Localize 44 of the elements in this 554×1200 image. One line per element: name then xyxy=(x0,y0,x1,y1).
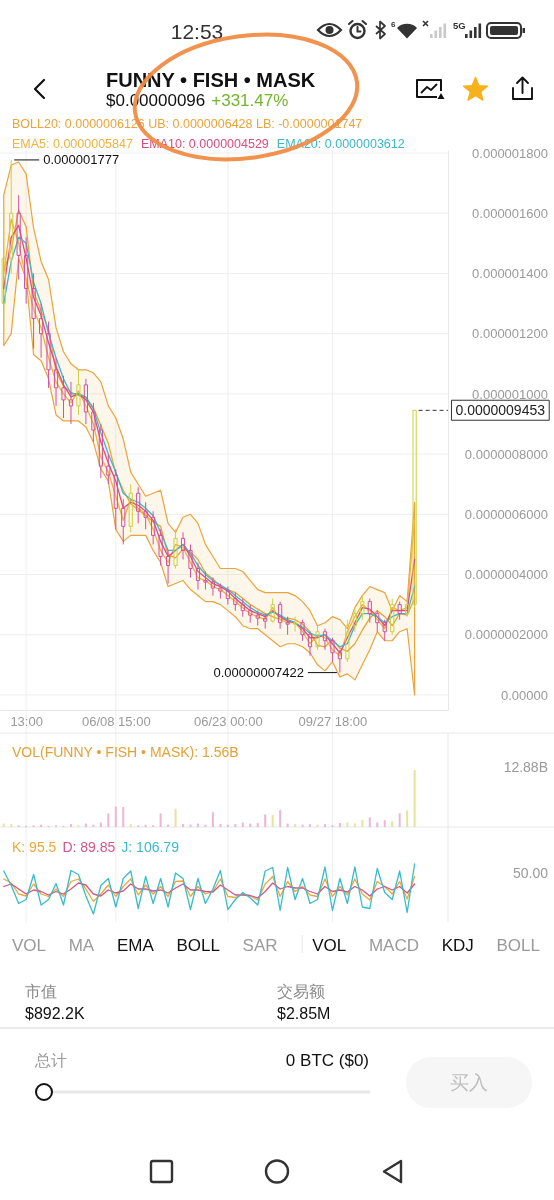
text: KDJ xyxy=(441,936,474,955)
text: EMA5: 0.0000005847 xyxy=(12,137,133,152)
text: MA xyxy=(68,936,95,955)
annotation: 0.000001777 xyxy=(43,152,120,168)
text: $2.85M xyxy=(277,1005,331,1022)
text: 0.0000009453 xyxy=(455,402,546,419)
annotation: 0.00000007422 xyxy=(213,665,304,681)
text: 0 BTC ($0) xyxy=(285,1051,369,1070)
series-label: K: 95.5 xyxy=(12,838,57,855)
text: BOLL xyxy=(496,936,540,955)
y-tick-label: 0.000001400 xyxy=(472,266,548,282)
text: $892.2K xyxy=(25,1005,85,1022)
text: 5G xyxy=(453,20,466,31)
text: 总计 xyxy=(34,1052,67,1069)
x-tick-label: 09/27 18:00 xyxy=(298,714,368,730)
y-tick-label: 0.0000008000 xyxy=(464,446,548,462)
text: VOL xyxy=(12,936,47,955)
text: D: 89.85 xyxy=(62,838,116,855)
text: SAR xyxy=(242,936,278,955)
y-tick-label: 0.000001200 xyxy=(472,326,548,342)
x-tick-label: 06/23 00:00 xyxy=(194,714,263,730)
y-tick-label: 0.0000004000 xyxy=(464,567,548,583)
x-tick-label: 13:00 xyxy=(10,714,43,730)
text: EMA xyxy=(116,936,155,955)
text: 12:53 xyxy=(170,20,224,43)
text: +331.47% xyxy=(211,91,289,110)
y-tick-label: 0.000001000 xyxy=(472,386,548,402)
y-tick-label: 0.00000 xyxy=(501,687,548,703)
text: 6 xyxy=(391,20,396,29)
y-tick-label: 0.000001600 xyxy=(472,205,548,221)
text: MACD xyxy=(368,936,420,955)
text: 12.88B xyxy=(503,758,548,775)
text: 交易额 xyxy=(277,983,325,1000)
text: 50.00 xyxy=(512,864,549,881)
text: 市值 xyxy=(25,983,57,1000)
text: VOL xyxy=(312,936,347,955)
y-tick-label: 0.0000006000 xyxy=(464,506,548,522)
series-label: J: 106.79 xyxy=(121,838,180,855)
text: BOLL xyxy=(176,936,220,955)
y-tick-label: 0.000001800 xyxy=(472,145,548,161)
x-tick-label: 06/08 15:00 xyxy=(81,714,151,730)
y-tick-label: 0.0000002000 xyxy=(464,627,548,643)
chart-title: VOL(FUNNY • FISH • MASK): 1.56B xyxy=(12,743,239,760)
text: 买入 xyxy=(450,1072,488,1094)
